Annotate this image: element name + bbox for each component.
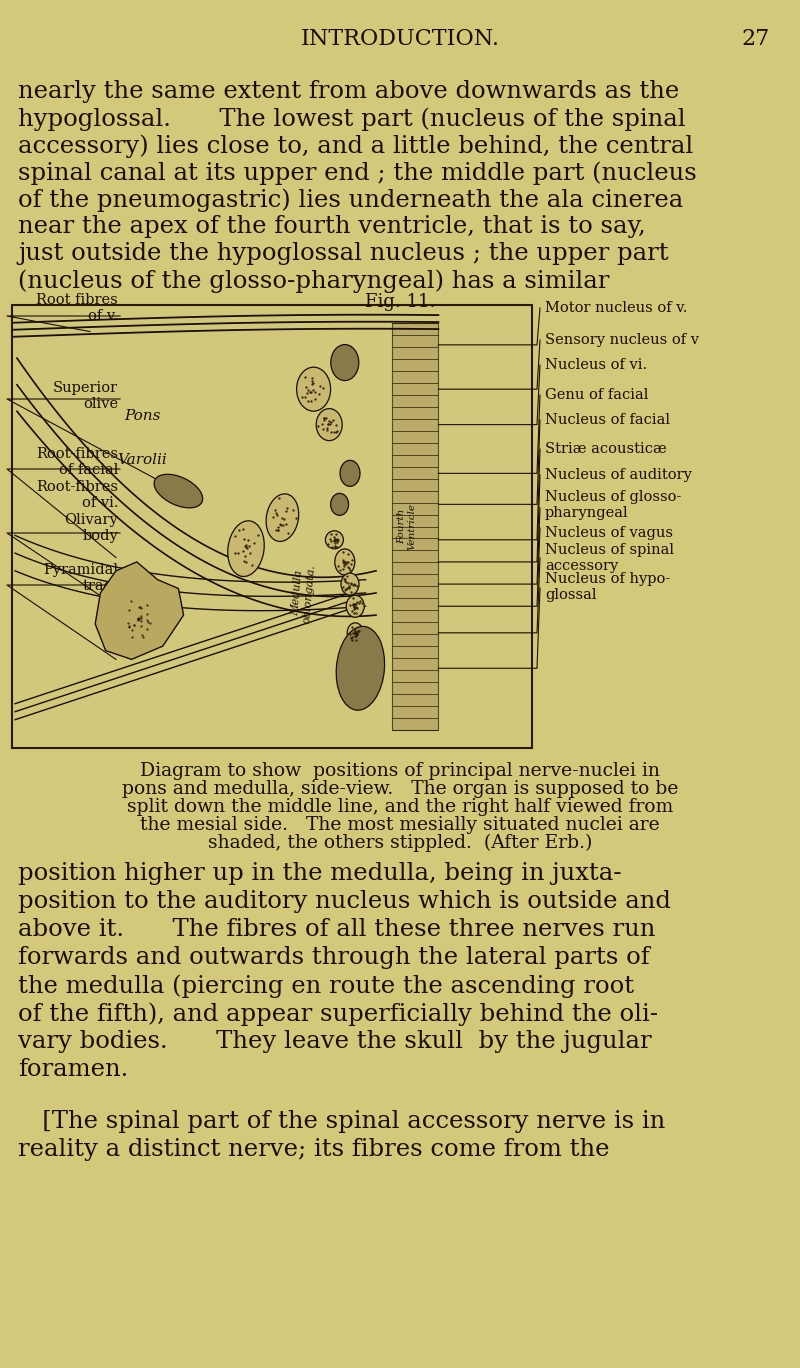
Ellipse shape (331, 345, 358, 380)
Text: (nucleus of the glosso-pharyngeal) has a similar: (nucleus of the glosso-pharyngeal) has a… (18, 269, 610, 293)
Ellipse shape (335, 549, 355, 575)
Text: of the pneumogastric) lies underneath the ala cinerea: of the pneumogastric) lies underneath th… (18, 187, 683, 212)
Text: Genu of facial: Genu of facial (545, 389, 648, 402)
Ellipse shape (266, 494, 298, 542)
Text: Pyramidal
tract: Pyramidal tract (43, 562, 118, 594)
Bar (392, 323, 438, 731)
Ellipse shape (154, 475, 202, 508)
Text: Sensory nucleus of v: Sensory nucleus of v (545, 332, 699, 347)
Text: Motor nucleus of v.: Motor nucleus of v. (545, 301, 687, 315)
Text: Olivary
body: Olivary body (64, 513, 118, 543)
Bar (12, 305, 532, 748)
Text: Nucleus of spinal
accessory: Nucleus of spinal accessory (545, 543, 674, 573)
Text: Pons: Pons (124, 409, 160, 423)
Ellipse shape (340, 461, 360, 487)
Text: of the fifth), and appear superficially behind the oli-: of the fifth), and appear superficially … (18, 1001, 658, 1026)
Text: Fourth
Ventricle: Fourth Ventricle (398, 503, 417, 550)
Ellipse shape (326, 531, 343, 549)
Text: Nucleus of facial: Nucleus of facial (545, 413, 670, 427)
Ellipse shape (347, 622, 363, 643)
Text: Superior
olive: Superior olive (53, 380, 118, 412)
Text: shaded, the others stippled.  (After Erb.): shaded, the others stippled. (After Erb.… (208, 834, 592, 852)
Text: above it.  The fibres of all these three nerves run: above it. The fibres of all these three … (18, 918, 655, 941)
Text: split down the middle line, and the right half viewed from: split down the middle line, and the righ… (127, 798, 673, 815)
Text: Nucleus of vi.: Nucleus of vi. (545, 358, 647, 372)
Text: hypoglossal.  The lowest part (nucleus of the spinal: hypoglossal. The lowest part (nucleus of… (18, 107, 686, 130)
Text: INTRODUCTION.: INTRODUCTION. (301, 27, 499, 51)
Text: the mesial side.   The most mesially situated nuclei are: the mesial side. The most mesially situa… (140, 815, 660, 834)
Text: vary bodies.  They leave the skull  by the jugular: vary bodies. They leave the skull by the… (18, 1030, 652, 1053)
Polygon shape (95, 562, 184, 659)
Text: [The spinal part of the spinal accessory nerve is in: [The spinal part of the spinal accessory… (18, 1109, 666, 1133)
Text: Root fibres
of v.: Root fibres of v. (36, 293, 118, 323)
Text: Diagram to show  positions of principal nerve-nuclei in: Diagram to show positions of principal n… (140, 762, 660, 780)
Bar (12, 305, 532, 748)
Text: position higher up in the medulla, being in juxta-: position higher up in the medulla, being… (18, 862, 622, 885)
Text: Varolii: Varolii (117, 453, 167, 466)
Text: Nucleus of glosso-
pharyngeal: Nucleus of glosso- pharyngeal (545, 490, 682, 520)
Ellipse shape (341, 573, 359, 595)
Ellipse shape (297, 367, 330, 412)
Ellipse shape (228, 521, 264, 576)
Text: Nucleus of vagus: Nucleus of vagus (545, 527, 673, 540)
Ellipse shape (346, 595, 364, 617)
Text: Root-fibres
of vi.: Root-fibres of vi. (36, 480, 118, 510)
Text: Nucleus of hypo-
glossal: Nucleus of hypo- glossal (545, 572, 670, 602)
Text: spinal canal at its upper end ; the middle part (nucleus: spinal canal at its upper end ; the midd… (18, 161, 697, 185)
Text: nearly the same extent from above downwards as the: nearly the same extent from above downwa… (18, 79, 679, 103)
Text: forwards and outwards through the lateral parts of: forwards and outwards through the latera… (18, 947, 650, 969)
Text: Root-fibres
of facial: Root-fibres of facial (36, 447, 118, 477)
Text: Nucleus of auditory: Nucleus of auditory (545, 468, 692, 482)
Text: foramen.: foramen. (18, 1057, 128, 1081)
Ellipse shape (316, 409, 342, 440)
Text: just outside the hypoglossal nucleus ; the upper part: just outside the hypoglossal nucleus ; t… (18, 242, 669, 265)
Text: the medulla (piercing en route the ascending root: the medulla (piercing en route the ascen… (18, 974, 634, 997)
Text: near the apex of the fourth ventricle, that is to say,: near the apex of the fourth ventricle, t… (18, 215, 646, 238)
Text: 27: 27 (742, 27, 770, 51)
Text: Striæ acousticæ: Striæ acousticæ (545, 442, 666, 456)
Text: pons and medulla, side-view.   The organ is supposed to be: pons and medulla, side-view. The organ i… (122, 780, 678, 798)
Ellipse shape (336, 627, 385, 710)
Text: Medulla
oblongata.: Medulla oblongata. (290, 562, 317, 624)
Ellipse shape (330, 494, 349, 516)
Text: reality a distinct nerve; its fibres come from the: reality a distinct nerve; its fibres com… (18, 1138, 610, 1161)
Text: position to the auditory nucleus which is outside and: position to the auditory nucleus which i… (18, 891, 671, 912)
Text: Fig. 11.: Fig. 11. (365, 293, 435, 311)
Text: accessory) lies close to, and a little behind, the central: accessory) lies close to, and a little b… (18, 134, 694, 157)
